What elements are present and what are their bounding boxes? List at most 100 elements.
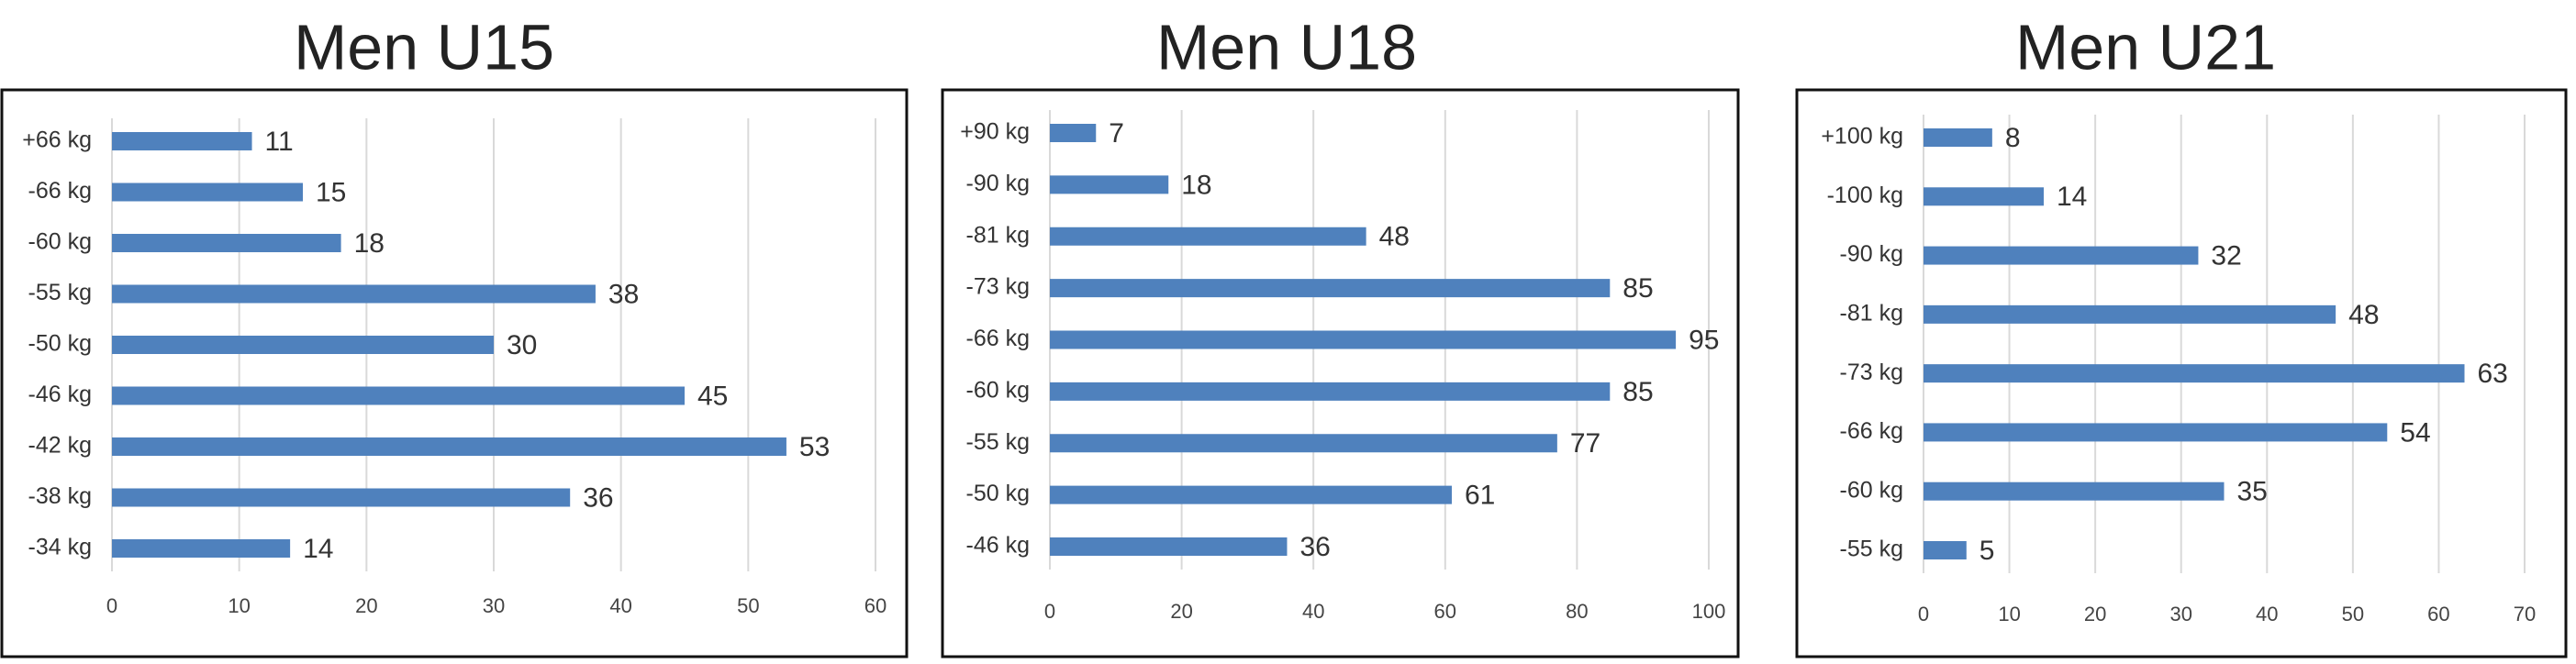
- value-label: 63: [2478, 359, 2508, 389]
- value-label: 54: [2400, 417, 2430, 448]
- value-label: 8: [2005, 123, 2021, 153]
- bar: [1924, 304, 2336, 324]
- x-tick-label: 10: [1998, 603, 2020, 625]
- value-label: 5: [1979, 536, 1995, 566]
- bar: [1924, 128, 1992, 147]
- value-label: 48: [2348, 300, 2379, 330]
- y-tick-label: -90 kg: [1840, 241, 1903, 267]
- x-tick-label: 10: [228, 594, 250, 617]
- y-tick-label: -100 kg: [1827, 183, 1903, 208]
- bar: [1050, 382, 1611, 401]
- bar: [1050, 434, 1557, 453]
- bar: [1050, 330, 1677, 349]
- x-tick-label: 70: [2514, 603, 2536, 625]
- bar: [112, 234, 341, 252]
- value-label: 61: [1465, 481, 1495, 511]
- y-tick-label: -73 kg: [966, 274, 1030, 300]
- value-label: 53: [799, 432, 830, 462]
- value-label: 48: [1379, 222, 1410, 252]
- value-label: 32: [2211, 240, 2241, 271]
- value-label: 7: [1109, 118, 1124, 149]
- x-tick-label: 30: [483, 594, 505, 617]
- value-label: 77: [1570, 428, 1600, 459]
- value-label: 85: [1623, 273, 1653, 304]
- x-tick-label: 40: [1302, 600, 1324, 623]
- bar: [112, 437, 786, 456]
- x-tick-label: 60: [864, 594, 887, 617]
- y-tick-label: -73 kg: [1840, 360, 1903, 385]
- value-label: 38: [608, 279, 639, 309]
- y-tick-label: -50 kg: [966, 481, 1030, 506]
- value-label: 14: [2057, 182, 2087, 212]
- y-tick-label: -50 kg: [28, 331, 92, 357]
- bar: [112, 132, 252, 150]
- y-tick-label: +100 kg: [1821, 124, 1903, 149]
- value-label: 14: [303, 534, 333, 564]
- y-tick-label: -55 kg: [966, 429, 1030, 455]
- bar: [1050, 124, 1097, 142]
- bar: [112, 386, 685, 405]
- value-label: 36: [1299, 532, 1330, 562]
- value-label: 30: [507, 330, 537, 360]
- chart-title: Men U15: [294, 11, 554, 83]
- x-tick-label: 20: [1170, 600, 1192, 623]
- y-tick-label: -60 kg: [966, 377, 1030, 403]
- y-tick-label: -66 kg: [28, 178, 92, 204]
- x-tick-label: 100: [1692, 600, 1726, 623]
- bar: [1050, 537, 1288, 556]
- bar: [1924, 423, 2388, 442]
- y-tick-label: +90 kg: [960, 119, 1030, 145]
- bar: [1924, 481, 2225, 501]
- bar: [112, 336, 494, 354]
- y-tick-label: -66 kg: [1840, 418, 1903, 444]
- value-label: 85: [1623, 377, 1653, 407]
- value-label: 18: [354, 228, 385, 259]
- x-tick-label: 0: [106, 594, 117, 617]
- bar: [1924, 246, 2199, 265]
- x-tick-label: 80: [1566, 600, 1588, 623]
- value-label: 11: [265, 127, 294, 157]
- y-tick-label: -34 kg: [28, 535, 92, 560]
- chart-title: Men U21: [2015, 11, 2276, 83]
- y-tick-label: -46 kg: [28, 382, 92, 407]
- bar: [1924, 541, 1967, 559]
- value-label: 15: [316, 177, 346, 207]
- x-tick-label: 60: [2427, 603, 2449, 625]
- value-label: 45: [697, 381, 728, 411]
- y-tick-label: -66 kg: [966, 326, 1030, 351]
- y-tick-label: -46 kg: [966, 533, 1030, 559]
- x-tick-label: 60: [1434, 600, 1456, 623]
- y-tick-label: -81 kg: [1840, 300, 1903, 326]
- y-tick-label: -55 kg: [1840, 537, 1903, 562]
- value-label: 35: [2237, 477, 2268, 507]
- y-tick-label: +66 kg: [22, 127, 92, 153]
- value-label: 18: [1181, 170, 1211, 200]
- bar: [112, 488, 571, 507]
- bar: [112, 284, 596, 304]
- chart-title: Men U18: [1156, 11, 1417, 83]
- chart-frame: [0, 88, 909, 658]
- y-tick-label: -60 kg: [1840, 477, 1903, 503]
- x-tick-label: 20: [2084, 603, 2106, 625]
- x-tick-label: 30: [2169, 603, 2191, 625]
- bar: [112, 539, 291, 558]
- bar: [1924, 187, 2044, 206]
- y-tick-label: -55 kg: [28, 280, 92, 305]
- x-tick-label: 20: [355, 594, 377, 617]
- y-tick-label: -38 kg: [28, 483, 92, 509]
- chart-frame: [941, 88, 1740, 658]
- bar: [1050, 175, 1169, 194]
- x-tick-label: 50: [737, 594, 759, 617]
- value-label: 95: [1689, 325, 1719, 355]
- value-label: 36: [583, 482, 613, 513]
- x-tick-label: 40: [2256, 603, 2278, 625]
- y-tick-label: -42 kg: [28, 433, 92, 459]
- x-tick-label: 0: [1918, 603, 1929, 625]
- y-tick-label: -90 kg: [966, 171, 1030, 196]
- y-tick-label: -60 kg: [28, 229, 92, 255]
- bar: [1050, 485, 1452, 504]
- bar: [1924, 364, 2465, 383]
- bar: [1050, 227, 1366, 246]
- bar: [1050, 279, 1611, 298]
